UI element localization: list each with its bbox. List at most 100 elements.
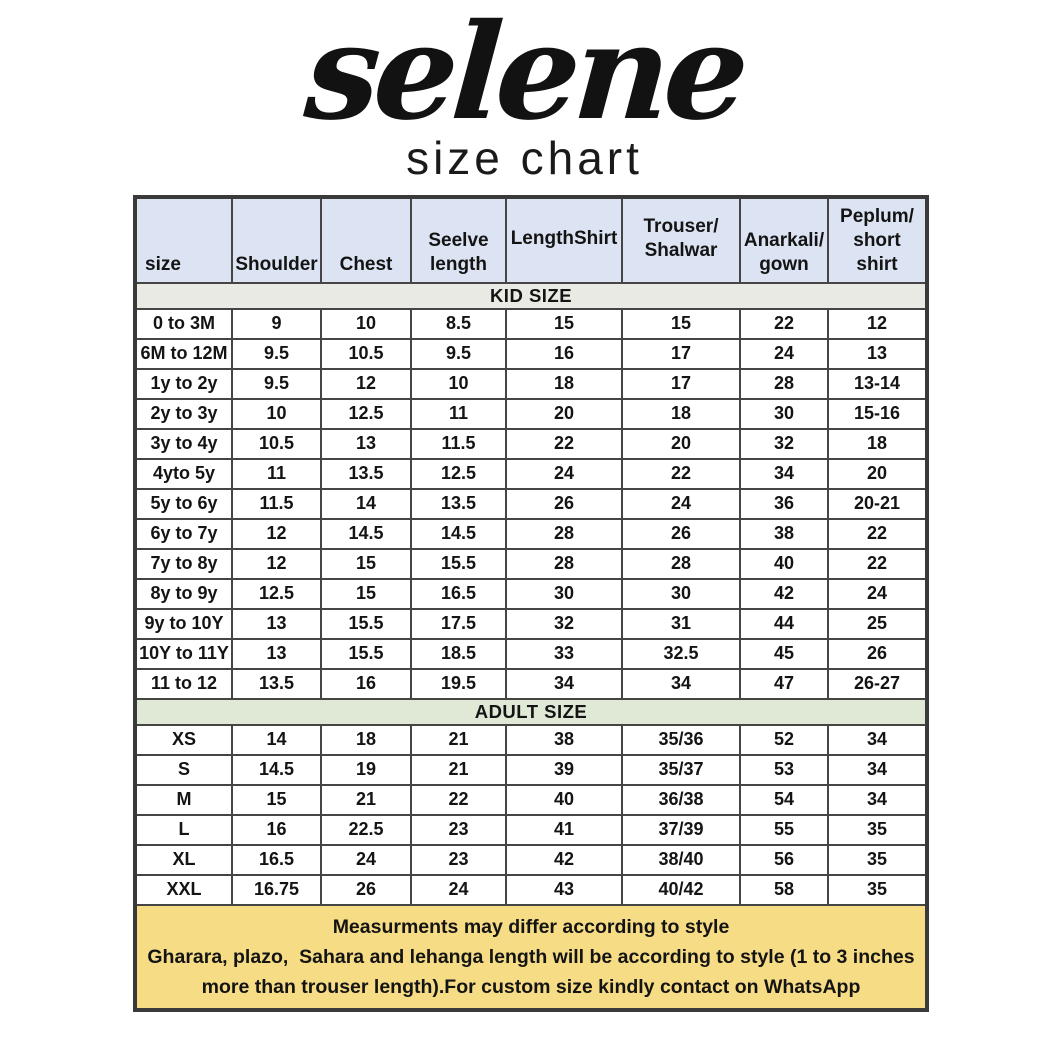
table-cell: 30	[621, 577, 741, 610]
table-cell: 53	[739, 753, 829, 786]
table-row: 6M to 12M 9.5 10.5 9.5 16 17 24 13	[134, 337, 928, 370]
table-cell: 41	[505, 813, 623, 846]
row-size-label: 6y to 7y	[134, 517, 233, 550]
table-cell: 34	[827, 753, 928, 786]
table-cell: 26	[621, 517, 741, 550]
table-cell: 34	[621, 667, 741, 700]
table-cell: 13.5	[231, 667, 322, 700]
table-row: 7y to 8y 12 15 15.5 28 28 40 22	[134, 547, 928, 580]
table-cell: 34	[827, 783, 928, 816]
row-size-label: 4yto 5y	[134, 457, 233, 490]
table-cell: 35/36	[621, 723, 741, 756]
column-header: Trouser/ Shalwar	[621, 195, 741, 284]
table-row: L 16 22.5 23 41 37/39 55 35	[134, 813, 928, 846]
row-size-label: 1y to 2y	[134, 367, 233, 400]
table-row: 11 to 12 13.5 16 19.5 34 34 47 26-27	[134, 667, 928, 700]
table-cell: 10.5	[320, 337, 412, 370]
row-size-label: 9y to 10Y	[134, 607, 233, 640]
table-cell: 20	[505, 397, 623, 430]
table-cell: 12.5	[410, 457, 507, 490]
table-cell: 44	[739, 607, 829, 640]
table-cell: 39	[505, 753, 623, 786]
table-cell: 8.5	[410, 307, 507, 340]
table-cell: 40	[505, 783, 623, 816]
table-cell: 40/42	[621, 873, 741, 906]
table-cell: 9	[231, 307, 322, 340]
table-cell: 38	[739, 517, 829, 550]
table-cell: 19.5	[410, 667, 507, 700]
table-cell: 11.5	[410, 427, 507, 460]
table-row: 8y to 9y 12.5 15 16.5 30 30 42 24	[134, 577, 928, 610]
table-cell: 35	[827, 813, 928, 846]
table-cell: 21	[410, 753, 507, 786]
table-cell: 14.5	[231, 753, 322, 786]
table-cell: 43	[505, 873, 623, 906]
table-row: 2y to 3y 10 12.5 11 20 18 30 15-16	[134, 397, 928, 430]
table-cell: 34	[739, 457, 829, 490]
table-row: 4yto 5y 11 13.5 12.5 24 22 34 20	[134, 457, 928, 490]
table-cell: 20	[621, 427, 741, 460]
column-header: LengthShirt	[505, 195, 623, 284]
table-cell: 35	[827, 843, 928, 876]
section-header-adult-size: ADULT SIZE	[134, 697, 928, 726]
table-cell: 54	[739, 783, 829, 816]
table-cell: 13	[827, 337, 928, 370]
row-size-label: XL	[134, 843, 233, 876]
row-size-label: XXL	[134, 873, 233, 906]
table-cell: 26	[505, 487, 623, 520]
footer-row: Measurments may differ according to styl…	[134, 903, 928, 1012]
table-cell: 12.5	[320, 397, 412, 430]
table-cell: 22.5	[320, 813, 412, 846]
column-header: Peplum/ short shirt	[827, 195, 928, 284]
table-cell: 32	[739, 427, 829, 460]
table-cell: 42	[739, 577, 829, 610]
table-cell: 34	[827, 723, 928, 756]
table-cell: 11	[410, 397, 507, 430]
page-title: size chart	[406, 131, 643, 184]
footer-note-line: Gharara, plazo, Sahara and lehanga lengt…	[147, 945, 921, 998]
section-header-kid-size: KID SIZE	[134, 281, 928, 310]
logo-block: selene size chart	[0, 0, 1049, 185]
table-cell: 15	[621, 307, 741, 340]
table-cell: 21	[320, 783, 412, 816]
table-cell: 12	[320, 367, 412, 400]
table-cell: 18	[320, 723, 412, 756]
table-cell: 10	[410, 367, 507, 400]
table-row: 10Y to 11Y 13 15.5 18.5 33 32.5 45 26	[134, 637, 928, 670]
table-cell: 13	[320, 427, 412, 460]
table-cell: 24	[505, 457, 623, 490]
table-cell: 10	[320, 307, 412, 340]
row-size-label: 11 to 12	[134, 667, 233, 700]
table-row: 6y to 7y 12 14.5 14.5 28 26 38 22	[134, 517, 928, 550]
table-cell: 17.5	[410, 607, 507, 640]
table-cell: 24	[739, 337, 829, 370]
table-cell: 10	[231, 397, 322, 430]
brand-logo: selene	[300, 0, 749, 150]
row-size-label: 3y to 4y	[134, 427, 233, 460]
table-cell: 16	[320, 667, 412, 700]
table-cell: 13.5	[410, 487, 507, 520]
table-cell: 30	[739, 397, 829, 430]
table-cell: 26	[320, 873, 412, 906]
table-row: XXL 16.75 26 24 43 40/42 58 35	[134, 873, 928, 906]
table-cell: 58	[739, 873, 829, 906]
table-cell: 13	[231, 637, 322, 670]
table-cell: 42	[505, 843, 623, 876]
table-cell: 55	[739, 813, 829, 846]
table-row: 9y to 10Y 13 15.5 17.5 32 31 44 25	[134, 607, 928, 640]
table-cell: 11.5	[231, 487, 322, 520]
table-row: 3y to 4y 10.5 13 11.5 22 20 32 18	[134, 427, 928, 460]
table-cell: 12	[231, 517, 322, 550]
table-cell: 40	[739, 547, 829, 580]
table-cell: 28	[621, 547, 741, 580]
table-cell: 18	[621, 397, 741, 430]
table-cell: 15	[320, 547, 412, 580]
column-header: Anarkali/ gown	[739, 195, 829, 284]
table-row: XL 16.5 24 23 42 38/40 56 35	[134, 843, 928, 876]
table-cell: 13-14	[827, 367, 928, 400]
table-cell: 10.5	[231, 427, 322, 460]
size-chart-table: size Shoulder Chest Seelve length LengthShir…	[133, 194, 929, 1013]
table-cell: 14.5	[320, 517, 412, 550]
table-row: XS 14 18 21 38 35/36 52 34	[134, 723, 928, 756]
table-cell: 15.5	[410, 547, 507, 580]
